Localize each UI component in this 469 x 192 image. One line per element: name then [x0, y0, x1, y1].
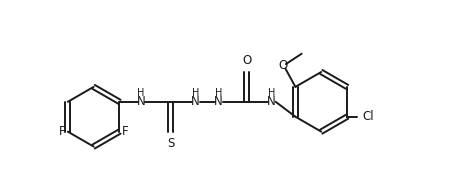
Text: N: N: [191, 95, 200, 108]
Text: N: N: [214, 95, 223, 108]
Text: N: N: [267, 95, 276, 108]
Text: H: H: [137, 88, 144, 98]
Text: H: H: [268, 88, 275, 98]
Text: F: F: [59, 125, 65, 138]
Text: H: H: [192, 88, 199, 98]
Text: H: H: [215, 88, 222, 98]
Text: F: F: [122, 125, 129, 138]
Text: O: O: [279, 59, 287, 72]
Text: N: N: [136, 95, 145, 108]
Text: S: S: [167, 137, 174, 150]
Text: O: O: [242, 54, 251, 67]
Text: Cl: Cl: [363, 110, 374, 123]
